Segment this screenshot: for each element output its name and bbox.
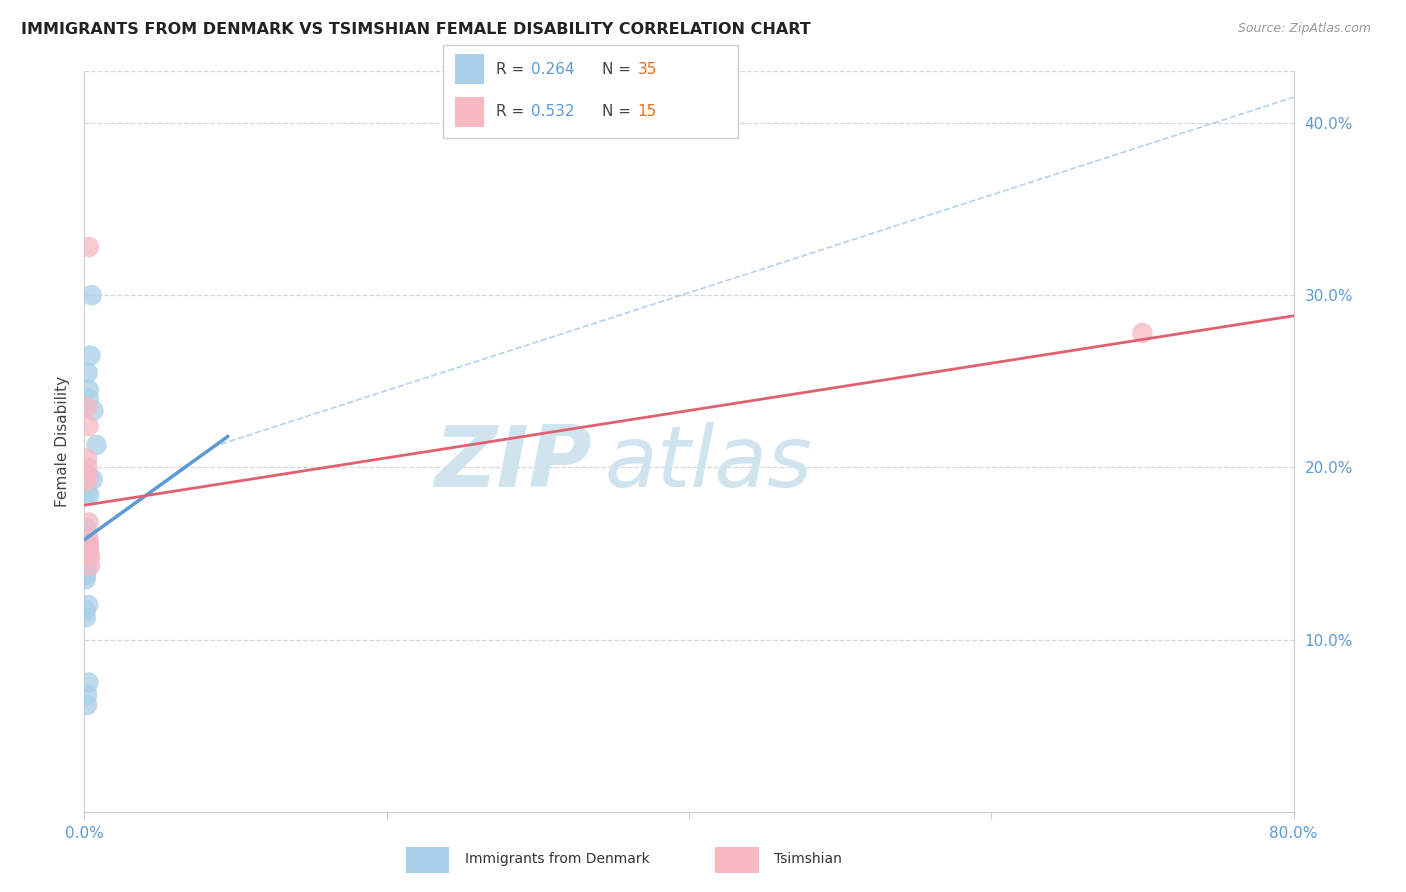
Point — [75, 543, 97, 558]
Text: IMMIGRANTS FROM DENMARK VS TSIMSHIAN FEMALE DISABILITY CORRELATION CHART: IMMIGRANTS FROM DENMARK VS TSIMSHIAN FEM… — [21, 22, 811, 37]
Point — [82, 472, 104, 486]
Bar — [454, 54, 484, 84]
Text: Immigrants from Denmark: Immigrants from Denmark — [465, 852, 650, 865]
Point — [76, 486, 98, 500]
Point — [76, 366, 98, 380]
Point — [76, 400, 98, 414]
Point — [77, 516, 100, 530]
Text: N =: N = — [602, 104, 636, 119]
Point — [75, 564, 97, 578]
Point — [75, 572, 97, 586]
Point — [77, 383, 100, 397]
Point — [75, 549, 97, 564]
Point — [77, 419, 100, 434]
Text: R =: R = — [496, 104, 529, 119]
Point — [75, 538, 97, 552]
Point — [77, 540, 100, 554]
Text: 35: 35 — [638, 62, 657, 77]
Point — [1130, 326, 1153, 340]
Text: N =: N = — [602, 62, 636, 77]
Point — [79, 558, 101, 573]
Point — [75, 569, 97, 583]
Point — [76, 469, 98, 483]
Point — [75, 567, 97, 582]
Point — [77, 598, 100, 612]
Text: R =: R = — [496, 62, 529, 77]
Point — [75, 551, 97, 566]
FancyBboxPatch shape — [443, 45, 738, 138]
Point — [77, 675, 100, 690]
Point — [79, 348, 101, 362]
Point — [77, 541, 100, 556]
Point — [76, 564, 98, 578]
Bar — [406, 847, 450, 872]
Point — [75, 560, 97, 574]
Bar — [716, 847, 759, 872]
Point — [76, 555, 98, 569]
Point — [75, 558, 97, 573]
Point — [76, 546, 98, 560]
Point — [75, 555, 97, 569]
Text: 15: 15 — [638, 104, 657, 119]
Point — [76, 451, 98, 466]
Point — [77, 533, 100, 547]
Point — [77, 546, 100, 560]
Point — [86, 438, 108, 452]
Point — [77, 392, 100, 406]
Text: atlas: atlas — [605, 422, 813, 505]
Point — [75, 477, 97, 491]
Point — [76, 698, 98, 712]
Text: ZIP: ZIP — [434, 422, 592, 505]
Point — [80, 288, 103, 302]
Y-axis label: Female Disability: Female Disability — [55, 376, 70, 508]
Point — [77, 538, 100, 552]
Text: 0.264: 0.264 — [531, 62, 575, 77]
Point — [76, 460, 98, 475]
Bar — [454, 97, 484, 127]
Point — [76, 474, 98, 488]
Text: Source: ZipAtlas.com: Source: ZipAtlas.com — [1237, 22, 1371, 36]
Point — [82, 403, 104, 417]
Text: 0.532: 0.532 — [531, 104, 575, 119]
Point — [75, 521, 97, 535]
Point — [76, 529, 98, 543]
Point — [75, 610, 97, 624]
Point — [79, 549, 101, 564]
Point — [76, 688, 98, 702]
Text: Tsimshian: Tsimshian — [775, 852, 842, 865]
Point — [75, 603, 97, 617]
Point — [77, 240, 100, 254]
Point — [77, 488, 100, 502]
Point — [77, 469, 100, 483]
